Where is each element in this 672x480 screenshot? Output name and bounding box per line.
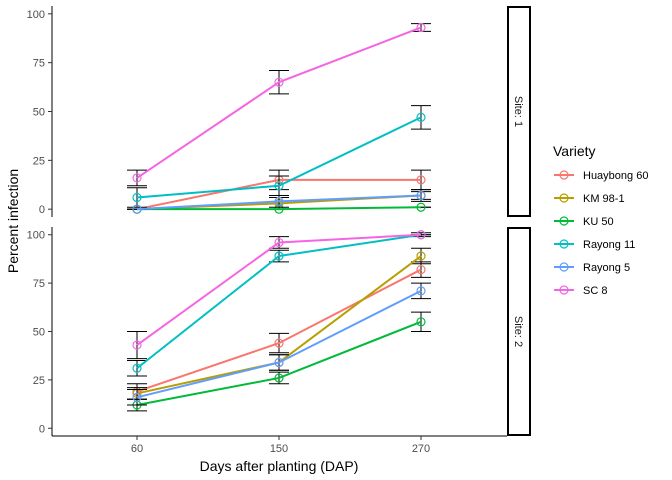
series-line bbox=[136, 289, 422, 399]
data-point bbox=[416, 264, 426, 275]
data-point bbox=[132, 363, 142, 373]
data-point bbox=[274, 181, 284, 191]
x-axis: 60 150 270 bbox=[131, 436, 430, 455]
y-tick-label: 75 bbox=[33, 278, 45, 290]
data-point bbox=[416, 286, 426, 296]
legend-item: KU 50 bbox=[554, 216, 614, 228]
y-tick-label: 100 bbox=[27, 230, 45, 242]
data-point bbox=[416, 251, 426, 261]
x-tick-label: 270 bbox=[412, 443, 430, 455]
series-rayong-11 bbox=[127, 230, 431, 377]
data-point bbox=[416, 22, 426, 33]
legend-label: Rayong 5 bbox=[583, 262, 630, 274]
data-point bbox=[416, 202, 426, 212]
facet-strip-box bbox=[507, 6, 531, 217]
series-line bbox=[136, 116, 422, 199]
data-point bbox=[416, 175, 426, 185]
legend-label: Huaybong 60 bbox=[583, 170, 648, 182]
data-point bbox=[416, 190, 426, 201]
panel-site-2: 0 25 50 75 100 Site: 2 bbox=[27, 227, 531, 437]
y-tick-label: 50 bbox=[33, 107, 45, 119]
legend-items: Huaybong 60 KM 98-1 KU 50 Rayong 11 Rayong 5… bbox=[554, 170, 648, 297]
series-sc-8 bbox=[127, 230, 431, 360]
legend-key-point bbox=[559, 193, 569, 203]
data-point bbox=[132, 192, 142, 203]
legend-item: Huaybong 60 bbox=[554, 170, 648, 182]
legend-key-point bbox=[559, 262, 569, 272]
legend-item: Rayong 11 bbox=[554, 239, 635, 251]
y-tick-label: 100 bbox=[27, 9, 45, 21]
data-point bbox=[274, 338, 284, 348]
data-point bbox=[274, 357, 284, 368]
y-tick-label: 0 bbox=[39, 423, 45, 435]
data-point bbox=[274, 77, 284, 87]
data-point bbox=[132, 340, 142, 350]
panels: 0 25 50 75 100 Site: 1 0 25 50 75 100 Site: 2 bbox=[27, 6, 531, 437]
series-rayong-5 bbox=[127, 190, 431, 214]
series-line bbox=[136, 320, 422, 407]
legend-item: Rayong 5 bbox=[554, 262, 630, 274]
legend-label: SC 8 bbox=[583, 285, 607, 297]
facet-strip: Site: 1 bbox=[507, 6, 531, 217]
facet-strip-label: Site: 2 bbox=[512, 316, 524, 347]
series-line bbox=[136, 233, 422, 346]
series-line bbox=[136, 26, 422, 179]
x-tick-label: 150 bbox=[270, 443, 288, 455]
legend-item: KM 98-1 bbox=[554, 193, 625, 205]
y-tick-label: 0 bbox=[39, 204, 45, 216]
series-line bbox=[137, 206, 422, 211]
data-point bbox=[132, 173, 142, 183]
facet-strip: Site: 2 bbox=[507, 227, 531, 436]
data-point bbox=[132, 204, 142, 214]
y-tick-label: 25 bbox=[33, 155, 45, 167]
facet-strip-box bbox=[507, 227, 531, 436]
x-tick-label: 60 bbox=[131, 443, 143, 455]
data-point bbox=[132, 392, 142, 402]
legend-key-point bbox=[559, 170, 569, 180]
series-line bbox=[136, 194, 422, 211]
series-line bbox=[136, 268, 422, 393]
y-tick-label: 75 bbox=[33, 58, 45, 70]
legend-label: KU 50 bbox=[583, 216, 614, 228]
series-sc-8 bbox=[127, 22, 431, 187]
y-tick-label: 25 bbox=[33, 375, 45, 387]
data-point bbox=[274, 373, 284, 383]
legend-key-point bbox=[559, 239, 569, 249]
legend-item: SC 8 bbox=[554, 285, 607, 297]
data-point bbox=[274, 237, 284, 248]
y-tick-label: 50 bbox=[33, 327, 45, 339]
legend-title: Variety bbox=[553, 143, 596, 159]
legend: Variety Huaybong 60 KM 98-1 KU 50 Rayong 11… bbox=[553, 143, 648, 297]
data-point bbox=[416, 230, 426, 240]
data-point bbox=[274, 196, 284, 206]
x-axis-title: Days after planting (DAP) bbox=[200, 458, 359, 474]
series-rayong-11 bbox=[127, 105, 431, 208]
panel-site-1: 0 25 50 75 100 Site: 1 bbox=[27, 6, 531, 217]
data-point bbox=[274, 251, 284, 261]
data-point bbox=[416, 317, 426, 327]
legend-label: KM 98-1 bbox=[583, 193, 625, 205]
series-line bbox=[136, 233, 422, 370]
legend-label: Rayong 11 bbox=[583, 239, 635, 251]
y-axis-title: Percent infection bbox=[5, 169, 21, 273]
data-point bbox=[416, 112, 426, 122]
legend-key-point bbox=[559, 216, 569, 226]
facet-strip-label: Site: 1 bbox=[512, 96, 524, 127]
series-rayong-5 bbox=[127, 282, 431, 406]
legend-key-point bbox=[559, 285, 569, 295]
